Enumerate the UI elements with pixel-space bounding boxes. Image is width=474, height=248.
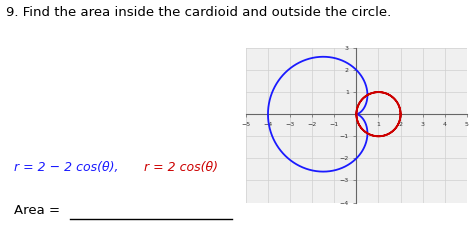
Text: Area =: Area = <box>14 204 64 217</box>
Text: r = 2 cos(θ): r = 2 cos(θ) <box>144 161 218 174</box>
Text: 9. Find the area inside the cardioid and outside the circle.: 9. Find the area inside the cardioid and… <box>6 6 391 19</box>
Text: r = 2 − 2 cos(θ),: r = 2 − 2 cos(θ), <box>14 161 118 174</box>
